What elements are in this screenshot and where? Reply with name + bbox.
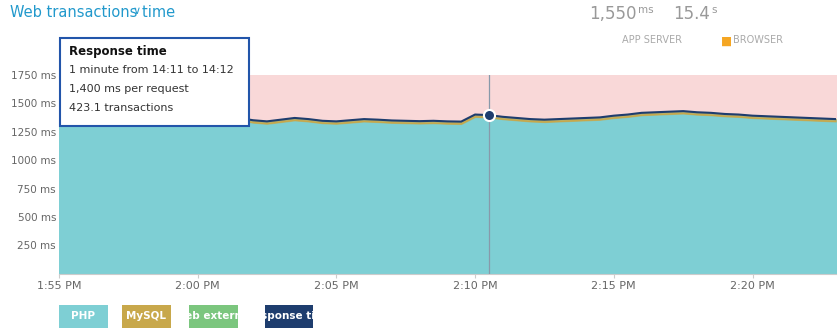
- Text: s: s: [711, 5, 717, 15]
- Text: Response time: Response time: [69, 45, 166, 58]
- Text: PHP: PHP: [71, 311, 95, 321]
- Text: 1 minute from 14:11 to 14:12: 1 minute from 14:11 to 14:12: [69, 65, 234, 75]
- Text: ■: ■: [721, 35, 732, 48]
- Text: Web external: Web external: [174, 311, 253, 321]
- Text: BROWSER: BROWSER: [733, 35, 784, 45]
- Text: Web transactions time: Web transactions time: [10, 5, 176, 20]
- Text: 1,550: 1,550: [589, 5, 637, 23]
- Text: 15.4: 15.4: [673, 5, 710, 23]
- Text: ms: ms: [638, 5, 654, 15]
- Text: APP SERVER: APP SERVER: [622, 35, 681, 45]
- Text: ∨: ∨: [133, 6, 141, 16]
- Text: 1,400 ms per request: 1,400 ms per request: [69, 84, 189, 94]
- Text: 423.1 transactions: 423.1 transactions: [69, 103, 173, 113]
- Text: Response time: Response time: [245, 311, 333, 321]
- Text: MySQL: MySQL: [126, 311, 166, 321]
